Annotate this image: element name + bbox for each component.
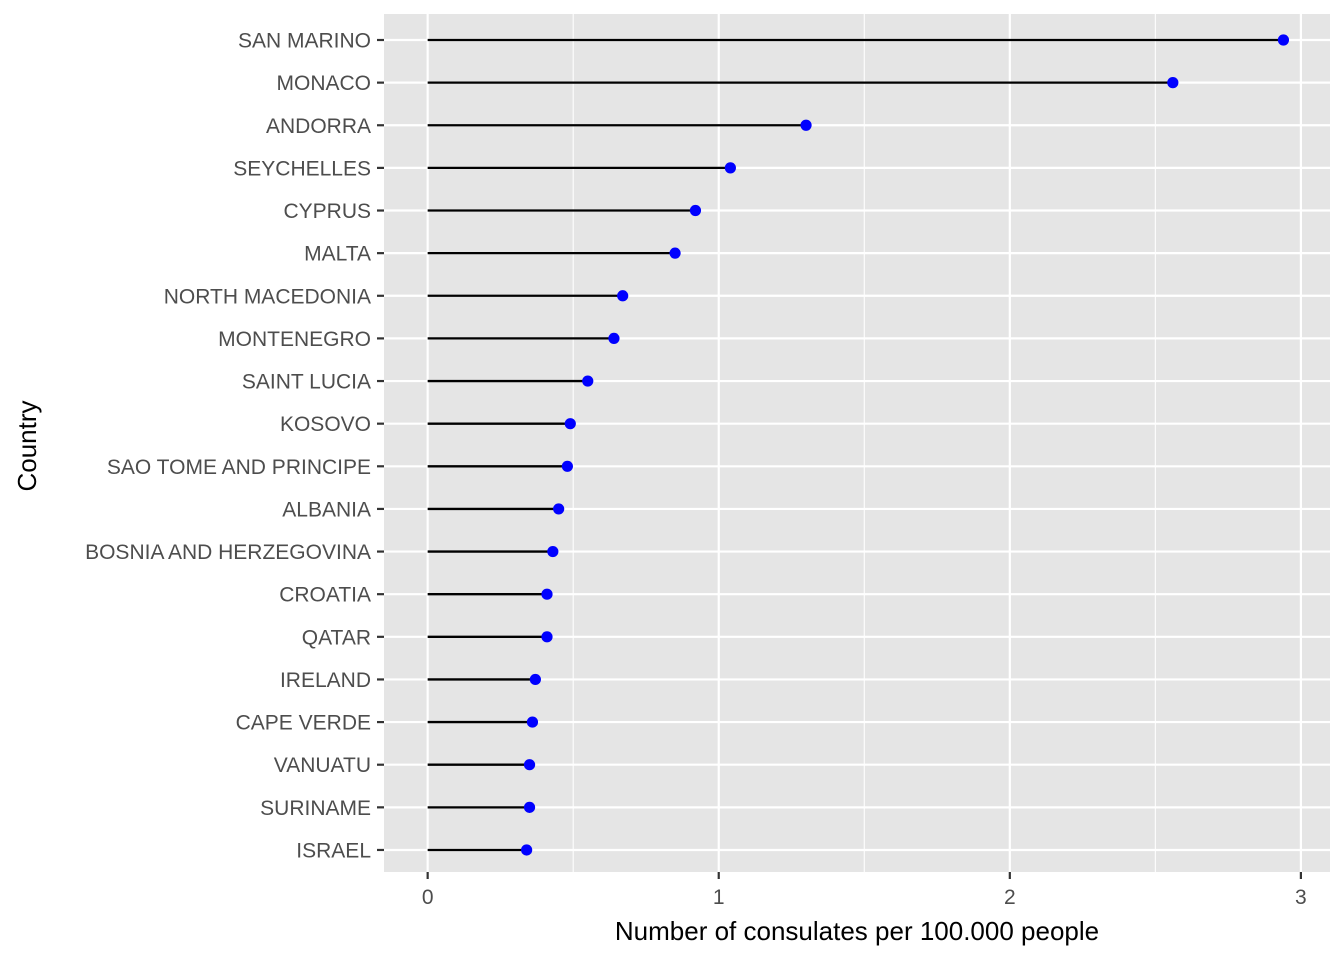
lollipop-stems xyxy=(427,38,1284,852)
y-axis: SAN MARINO MONACO ANDORRA SEYCHELLES CYPRUS M… xyxy=(85,30,384,862)
y-tick-label: KOSOVO xyxy=(280,413,371,436)
plot-panel xyxy=(384,14,1330,872)
y-tick-label: MONACO xyxy=(277,72,372,95)
data-point xyxy=(541,631,553,643)
y-tick-label: SEYCHELLES xyxy=(233,157,371,180)
y-tick-label: NORTH MACEDONIA xyxy=(164,285,371,308)
data-point xyxy=(561,460,573,472)
y-tick-label: CAPE VERDE xyxy=(236,712,371,735)
x-tick-label: 3 xyxy=(1295,886,1307,909)
data-point xyxy=(608,332,620,345)
data-point xyxy=(541,588,553,600)
data-point xyxy=(523,801,536,813)
data-point xyxy=(547,545,559,558)
data-point xyxy=(564,418,576,430)
data-point xyxy=(582,375,594,387)
data-point xyxy=(1167,77,1179,89)
data-point xyxy=(617,290,629,302)
y-tick-label: SAINT LUCIA xyxy=(242,371,371,394)
data-point xyxy=(1277,34,1290,46)
y-tick-label: MONTENEGRO xyxy=(218,328,371,351)
x-axis: 0 1 2 3 xyxy=(422,872,1307,909)
x-axis-title: Number of consulates per 100.000 people xyxy=(615,916,1099,946)
y-tick-label: VANUATU xyxy=(274,754,371,777)
lollipop-points xyxy=(521,34,1290,856)
y-tick-label: SAO TOME AND PRINCIPE xyxy=(107,456,371,479)
y-tick-label: ANDORRA xyxy=(266,115,371,138)
y-tick-label: ALBANIA xyxy=(282,498,371,521)
y-tick-label: IRELAND xyxy=(280,669,371,692)
y-axis-title: Country xyxy=(12,400,42,491)
y-tick-label: ISRAEL xyxy=(296,839,371,862)
y-tick-label: QATAR xyxy=(302,626,371,649)
y-tick-label: SAN MARINO xyxy=(238,30,371,53)
data-point xyxy=(689,204,702,217)
data-point xyxy=(523,759,536,771)
data-point xyxy=(724,162,736,174)
y-tick-label: MALTA xyxy=(304,243,371,266)
data-point xyxy=(553,503,565,515)
y-tick-label: BOSNIA AND HERZEGOVINA xyxy=(85,541,371,564)
panel-background xyxy=(384,14,1330,872)
data-point xyxy=(521,844,533,856)
x-tick-label: 2 xyxy=(1004,886,1016,909)
x-tick-label: 1 xyxy=(713,886,725,909)
y-tick-label: SURINAME xyxy=(260,797,371,820)
y-tick-label: CYPRUS xyxy=(283,200,371,223)
data-point xyxy=(526,716,539,728)
data-point xyxy=(529,673,541,686)
data-point xyxy=(800,119,812,131)
x-tick-label: 0 xyxy=(422,886,434,909)
y-tick-label: CROATIA xyxy=(279,584,371,607)
data-point xyxy=(669,247,681,259)
